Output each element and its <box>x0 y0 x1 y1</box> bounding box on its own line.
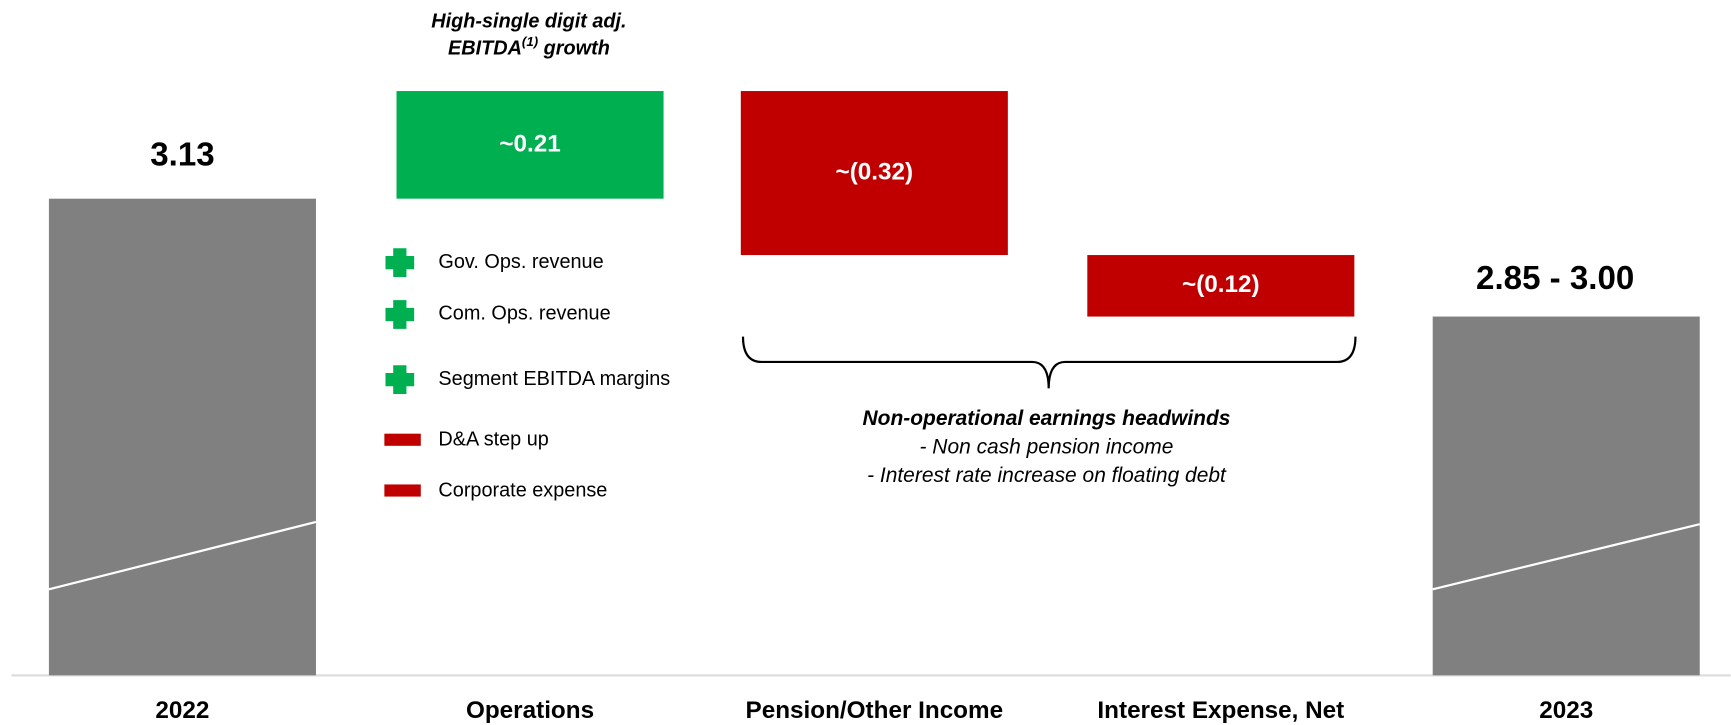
bar <box>1087 255 1355 317</box>
value-label: ~(0.12) <box>1182 271 1260 298</box>
driver-label: Corporate expense <box>438 479 607 501</box>
bar <box>396 91 664 199</box>
annotation-part: growth <box>538 38 610 60</box>
x-tick-label: 2022 <box>155 697 209 724</box>
driver-label: Com. Ops. revenue <box>438 303 610 325</box>
bar <box>740 91 1008 256</box>
driver-label: Gov. Ops. revenue <box>438 251 603 273</box>
plus-icon <box>385 365 415 394</box>
bar <box>48 198 316 676</box>
x-tick-label: Pension/Other Income <box>746 697 1004 724</box>
x-tick-label: Interest Expense, Net <box>1097 697 1344 724</box>
driver-label: Segment EBITDA margins <box>438 368 670 390</box>
annotation-part: EBITDA <box>448 38 522 60</box>
plus-icon <box>385 300 415 329</box>
headwinds-item: - Interest rate increase on floating deb… <box>867 464 1227 487</box>
x-tick-label: Operations <box>466 697 594 724</box>
headwinds-item: - Non cash pension income <box>920 436 1174 459</box>
minus-icon <box>384 484 421 497</box>
value-label: ~0.21 <box>499 130 560 157</box>
axis-break <box>1432 523 1701 591</box>
value-label: 3.13 <box>150 136 214 173</box>
annotation: High-single digit adj. <box>431 10 626 32</box>
value-label: ~(0.32) <box>836 158 914 185</box>
x-tick-label: 2023 <box>1539 697 1593 724</box>
driver-label: D&A step up <box>438 429 548 451</box>
minus-icon <box>384 433 421 446</box>
bar <box>1432 316 1700 676</box>
annotation-sup: (1) <box>522 33 539 48</box>
brace <box>741 336 1357 389</box>
axis-break <box>48 520 317 591</box>
plus-icon <box>385 248 415 277</box>
annotation: EBITDA(1) growth <box>448 33 610 59</box>
headwinds-title: Non-operational earnings headwinds <box>863 407 1231 430</box>
value-label: 2.85 - 3.00 <box>1476 260 1634 297</box>
